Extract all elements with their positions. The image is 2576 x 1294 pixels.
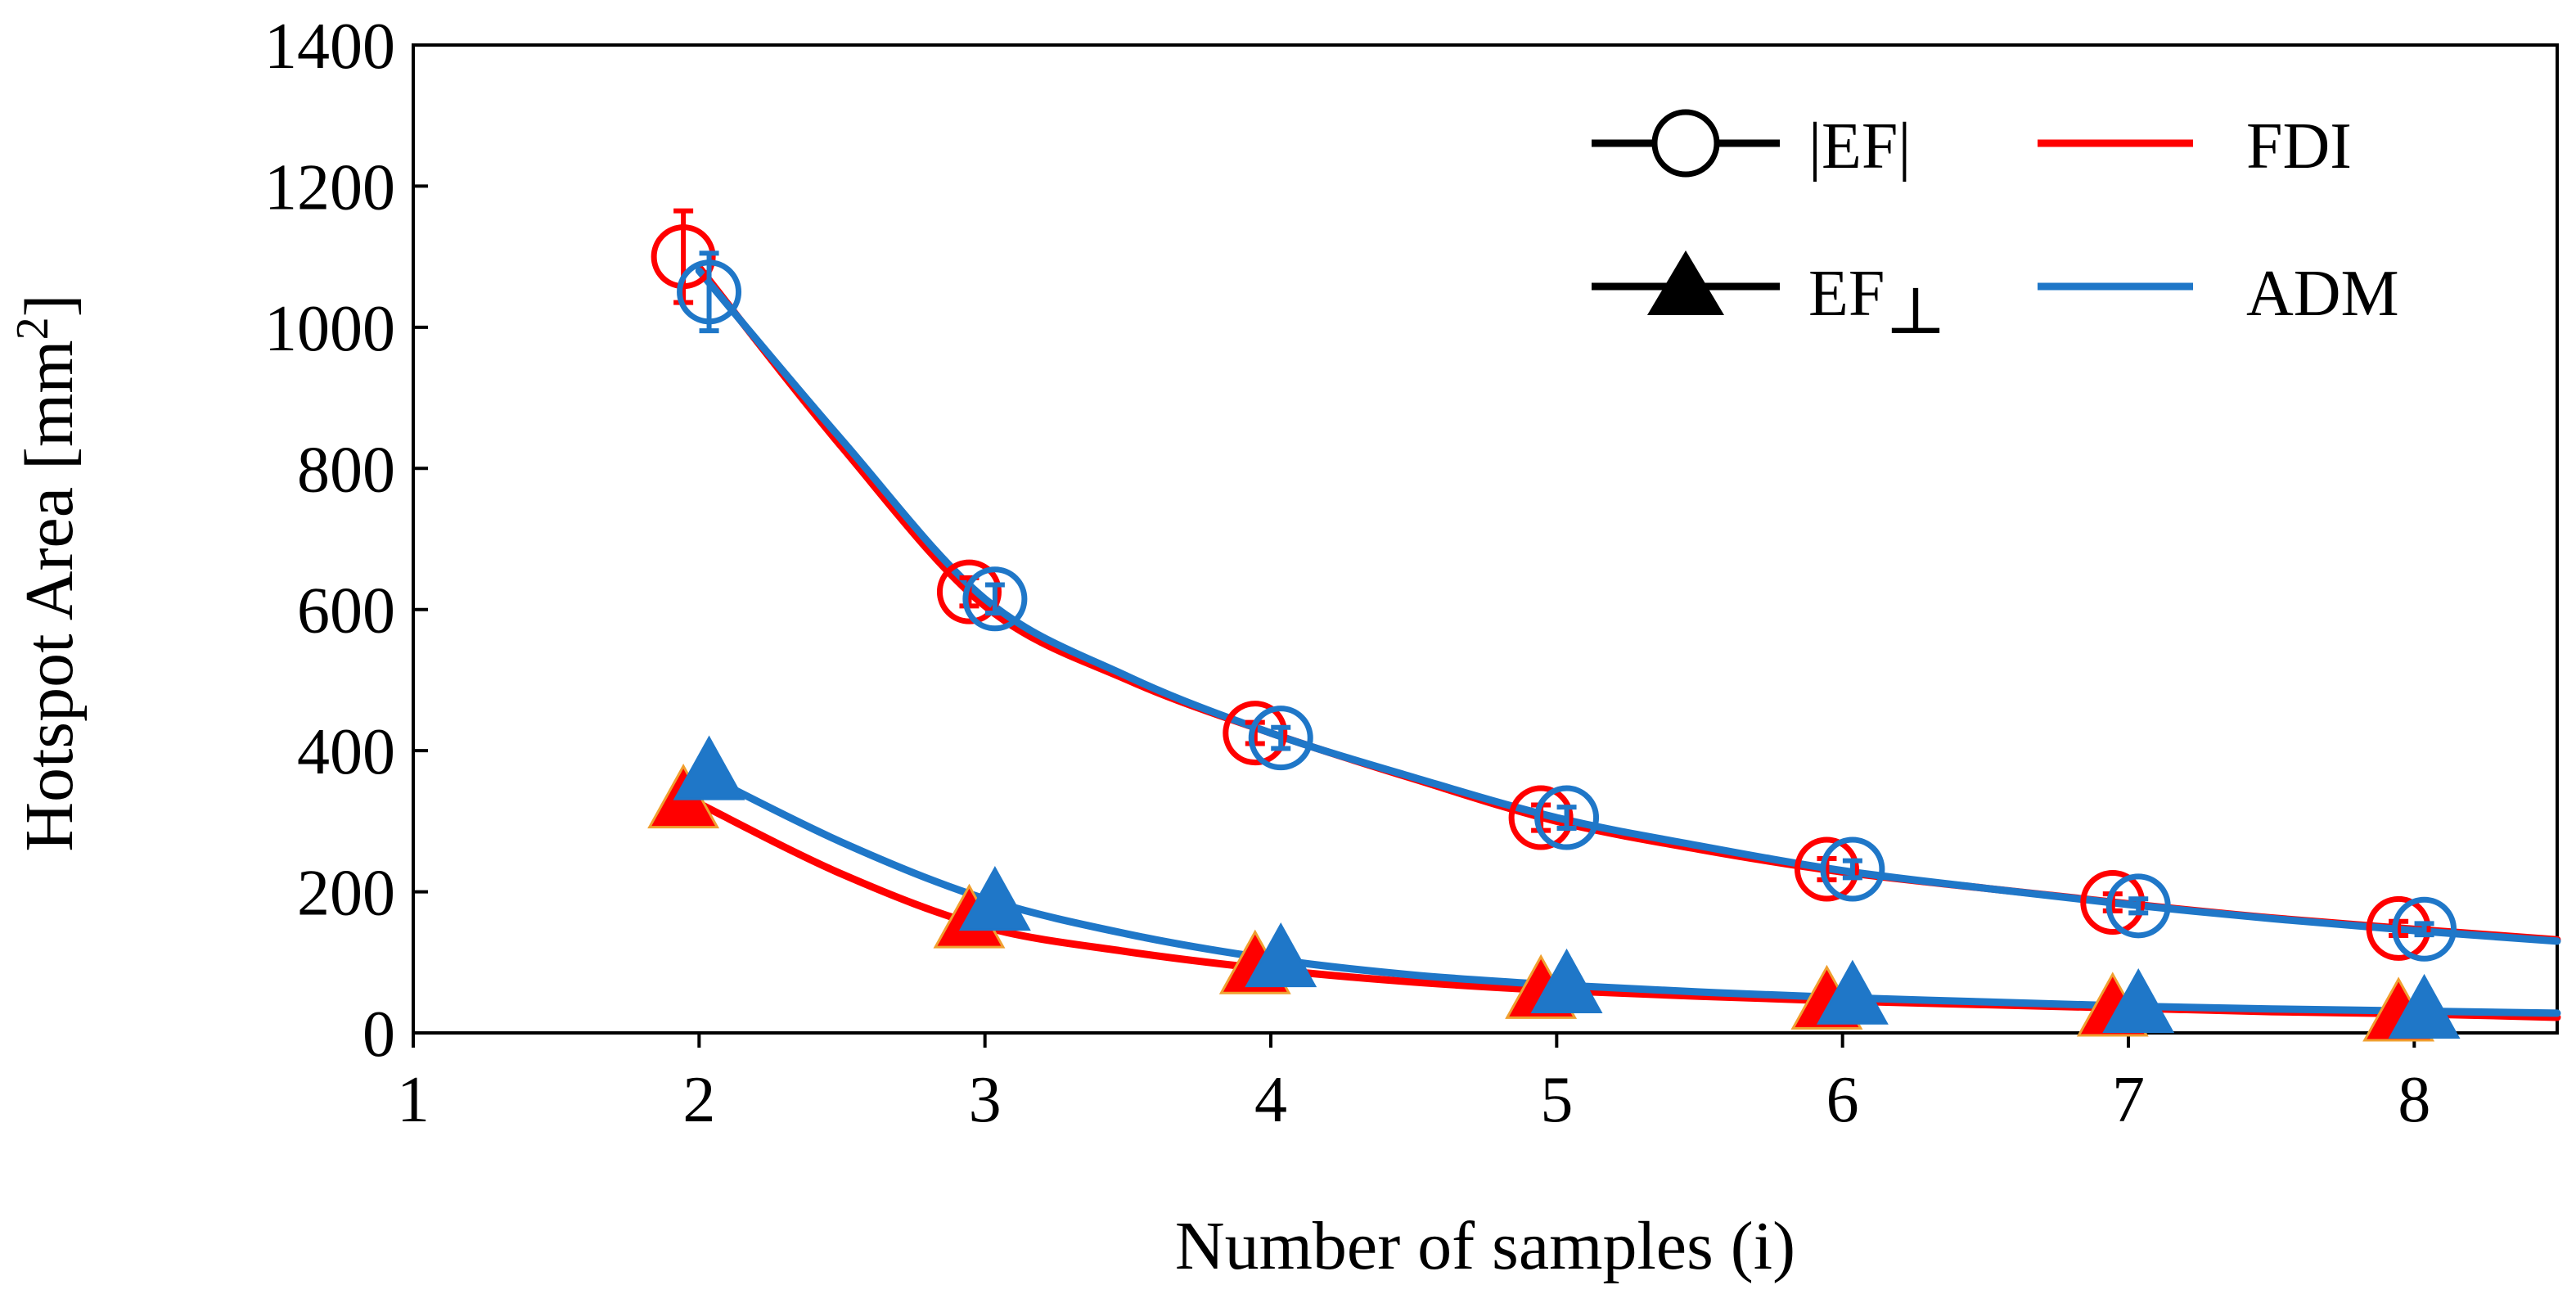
data-point-circle xyxy=(651,224,716,290)
y-tick-label: 1000 xyxy=(264,293,395,365)
legend-label-adm: ADM xyxy=(2246,258,2399,330)
x-tick-label: 4 xyxy=(1254,1064,1287,1136)
plot-frame xyxy=(412,43,2559,1035)
x-tick-label: 2 xyxy=(682,1064,715,1136)
data-point-triangle xyxy=(2388,973,2461,1039)
y-tick-label: 800 xyxy=(297,434,395,506)
data-point-circle xyxy=(1534,785,1600,850)
data-point-triangle xyxy=(1245,922,1317,988)
y-tick-label: 200 xyxy=(297,858,395,930)
data-point-triangle xyxy=(1816,959,1889,1025)
y-tick-label: 1200 xyxy=(264,151,395,223)
data-point-triangle xyxy=(2102,968,2175,1034)
data-point-circle xyxy=(962,566,1028,632)
y-axis: 0 200 400 600 800 1000 1200 1400 xyxy=(264,11,428,1071)
data-point-circle xyxy=(2080,870,2146,936)
data-point-triangle xyxy=(673,735,745,800)
data-point-triangle xyxy=(958,866,1031,931)
y-axis-title: Hotspot Area [mm2] xyxy=(7,294,88,851)
x-axis-title: Number of samples (i) xyxy=(1175,1208,1795,1284)
x-tick-label: 6 xyxy=(1826,1064,1859,1136)
x-axis: 1 2 3 4 5 6 7 8 xyxy=(397,1033,2430,1136)
data-point-circle xyxy=(1794,836,1859,902)
x-tick-label: 7 xyxy=(2112,1064,2145,1136)
data-point-circle xyxy=(2105,873,2171,939)
fit-curve-line xyxy=(695,768,2561,1017)
x-tick-label: 8 xyxy=(2398,1064,2430,1136)
data-point-circle xyxy=(1223,701,1288,766)
y-tick-label: 600 xyxy=(297,575,395,647)
y-tick-label: 1400 xyxy=(264,11,395,83)
plot-area-border xyxy=(412,43,2559,1035)
data-points xyxy=(647,208,2461,1042)
x-tick-label: 3 xyxy=(969,1064,1002,1136)
data-point-circle xyxy=(936,559,1002,624)
legend: |EF| EF⊥ FDI ADM xyxy=(1592,109,2399,348)
legend-label-fdi: FDI xyxy=(2246,110,2352,183)
data-point-circle xyxy=(1508,785,1574,850)
data-point-circle xyxy=(1820,836,1885,902)
fit-curve-line xyxy=(695,264,2561,944)
x-tick-label: 5 xyxy=(1540,1064,1573,1136)
legend-label-ef-perp: EF⊥ xyxy=(1808,258,1947,348)
data-point-circle xyxy=(2392,896,2457,962)
x-tick-label: 1 xyxy=(397,1064,430,1136)
legend-triangle-marker-icon xyxy=(1647,250,1724,315)
data-point-circle xyxy=(1248,706,1313,771)
y-tick-label: 400 xyxy=(297,716,395,788)
legend-circle-marker-icon xyxy=(1651,109,1720,178)
data-point-circle xyxy=(2366,895,2431,961)
data-point-triangle xyxy=(1530,948,1603,1013)
data-point-circle xyxy=(677,259,742,325)
legend-label-ef-abs: |EF| xyxy=(1808,110,1911,183)
y-tick-label: 0 xyxy=(363,999,395,1071)
